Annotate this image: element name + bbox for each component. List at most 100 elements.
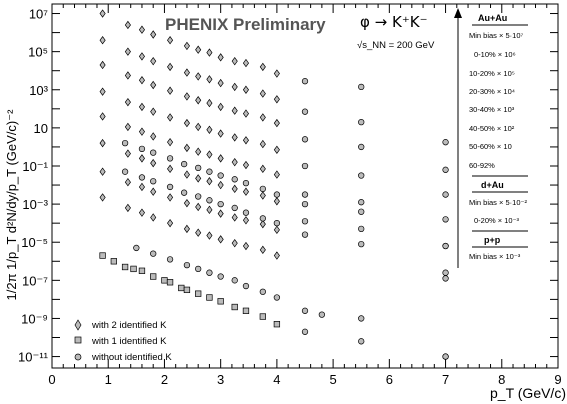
plot-frame [51,3,559,369]
data-point-diamond [99,9,106,18]
data-point-circle [301,231,309,238]
data-point-diamond [195,96,202,105]
data-point-circle [358,315,365,322]
data-point-diamond [231,157,238,167]
aa-item-2: 10-20% × 10⁵ [469,69,515,78]
y-tick-label: 10⁻¹ [22,159,48,174]
data-point-diamond [217,102,224,112]
data-point-diamond [167,218,174,228]
aa-item-4: 30-40% × 10³ [469,105,515,114]
data-point-circle [150,178,157,185]
data-point-circle [217,200,224,208]
data-point-circle [259,288,266,295]
data-point-diamond [242,241,249,251]
data-point-diamond [124,71,131,80]
data-point-diamond [167,137,174,147]
data-point-diamond [138,154,145,163]
da-item-0: Min bias × 5·10⁻² [469,198,527,207]
data-point-square [178,284,185,292]
data-point-diamond [206,125,213,134]
data-point-diamond [259,191,266,200]
data-point-diamond [231,238,238,248]
data-point-diamond [195,147,202,156]
data-point-diamond [150,56,157,66]
data-point-circle [358,225,365,233]
data-point-square [166,279,174,286]
data-point-diamond [195,202,202,212]
side-legend-arrow-head [454,8,462,18]
data-points [99,9,449,360]
data-point-diamond [99,138,106,148]
data-point-square [121,263,129,271]
data-point-diamond [150,187,157,196]
data-point-diamond [99,112,106,121]
data-point-diamond [273,170,280,179]
x-axis-label: p_T (GeV/c) [490,385,566,401]
da-item-1: 0-20% × 10⁻³ [474,216,520,225]
marker-legend: with 2 identified K with 1 identified K … [74,319,172,363]
data-point-diamond [167,86,174,95]
legend-item-circle: without identified K [74,352,172,363]
legend-diamond-label: with 2 identified K [91,320,167,331]
data-point-circle [358,240,365,248]
data-point-circle [358,83,365,91]
data-point-circle [138,174,146,181]
aa-item-5: 40-50% × 10² [469,124,515,133]
data-point-square [110,258,117,265]
data-point-diamond [167,193,174,202]
y-tick-label: 10⁻⁹ [21,311,48,326]
data-point-diamond [183,198,190,208]
data-point-square [150,273,157,280]
data-point-diamond [242,109,249,118]
x-tick-label: 5 [329,372,336,387]
y-tick-label: 10⁻¹¹ [18,350,49,365]
chart-title: PHENIX Preliminary [165,15,326,34]
data-point-circle [442,191,449,198]
data-point-circle [217,273,224,280]
data-point-diamond [259,113,266,122]
data-point-circle [301,78,309,85]
y-axis-label: 1/2π 1/p_T d²N/dy/p_T (GeV/c)⁻² [4,109,19,301]
data-point-diamond [183,224,190,234]
reaction-label: φ → K⁺K⁻ [360,13,428,31]
data-point-circle [273,294,281,301]
data-point-diamond [167,164,174,174]
data-point-circle [301,162,309,170]
data-point-diamond [242,136,249,145]
data-point-circle [231,204,238,212]
data-point-diamond [138,127,145,136]
data-point-square [217,298,224,305]
data-point-diamond [206,177,213,186]
data-point-diamond [138,102,145,112]
data-point-circle [301,200,309,208]
data-point-circle [273,191,281,198]
data-point-diamond [242,85,249,94]
axes-layer [51,3,559,369]
data-point-diamond [138,208,145,217]
y-tick-label: 10 [34,121,48,136]
legend-item-square: with 1 identified K [74,336,167,347]
x-tick-label: 4 [273,372,280,387]
data-point-diamond [231,56,238,66]
data-point-circle [183,261,191,269]
data-point-diamond [217,154,224,163]
tick-labels: 0 1 2 3 4 5 6 7 8 9 10⁷ 10⁵ 10³ 10 10⁻¹ 10⁻³ 10⁻⁵ 10⁻⁷ 10⁻… [18,7,562,387]
data-point-diamond [231,184,238,194]
data-point-diamond [183,92,190,101]
data-point-diamond [124,177,131,187]
data-point-diamond [273,251,280,260]
legend-square-label: with 1 identified K [91,336,167,347]
data-point-circle [206,197,213,204]
data-point-diamond [195,45,202,54]
aa-item-7: 60-92% [469,161,495,170]
x-tick-label: 8 [498,372,505,387]
data-point-circle [442,275,449,282]
data-point-diamond [206,150,213,159]
aa-item-1: 0-10% × 10⁶ [474,50,516,59]
data-point-square [161,277,168,284]
data-point-circle [301,136,309,143]
y-tick-label: 10⁷ [29,7,48,22]
data-point-circle [301,307,309,314]
data-point-circle [442,353,449,360]
